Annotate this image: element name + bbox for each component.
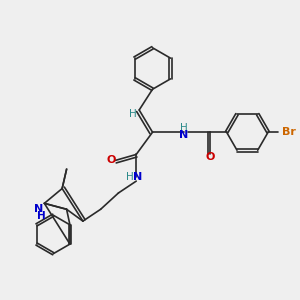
Text: H: H bbox=[129, 110, 136, 119]
Text: H: H bbox=[180, 123, 188, 133]
Text: H: H bbox=[37, 211, 46, 221]
Text: O: O bbox=[106, 155, 116, 165]
Text: Br: Br bbox=[282, 127, 296, 137]
Text: H: H bbox=[126, 172, 134, 182]
Text: N: N bbox=[34, 204, 43, 214]
Text: N: N bbox=[179, 130, 188, 140]
Text: N: N bbox=[133, 172, 142, 182]
Text: O: O bbox=[206, 152, 215, 162]
